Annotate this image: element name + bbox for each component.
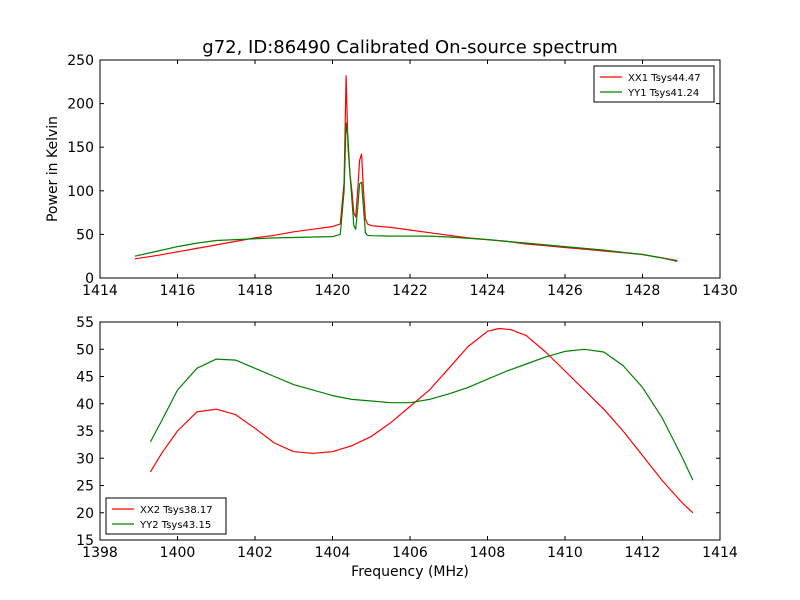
legend-label-0: XX2 Tsys38.17 — [140, 505, 213, 516]
bottom-spectrum-panel: 1398 1400 1402 1404 1406 1408 1410 1412 1414 15 20… — [76, 315, 738, 580]
series-line-0 — [149, 327, 694, 514]
legend: XX2 Tsys38.17 YY2 Tsys43.15 — [105, 497, 227, 535]
y-tick-label: 55 — [76, 315, 94, 331]
y-axis-label: Power in Kelvin — [45, 116, 61, 222]
y-tick-label: 0 — [85, 271, 94, 287]
top-spectrum-panel: 1414 1416 1418 1420 1422 1424 1426 1428 1430 0 50 1… — [45, 53, 738, 299]
x-tick-label: 1408 — [470, 545, 506, 561]
x-tick-label: 1430 — [702, 283, 738, 299]
legend-label-0: XX1 Tsys44.47 — [628, 73, 701, 84]
legend-label-1: YY2 Tsys43.15 — [139, 520, 211, 531]
series-lines — [149, 327, 694, 514]
figure-title: g72, ID:86490 Calibrated On-source spect… — [202, 37, 617, 58]
x-tick-label: 1420 — [315, 283, 351, 299]
legend-label-1: YY1 Tsys41.24 — [627, 88, 699, 99]
x-tick-label: 1414 — [82, 283, 118, 299]
x-tick-label: 1428 — [625, 283, 661, 299]
x-tick-label: 1402 — [237, 545, 273, 561]
y-tick-label: 40 — [76, 397, 94, 413]
series-line-1 — [149, 348, 694, 481]
x-tick-label: 1398 — [82, 545, 118, 561]
x-axis-label: Frequency (MHz) — [351, 564, 469, 580]
x-tick-label: 1404 — [315, 545, 351, 561]
y-tick-label: 15 — [76, 533, 94, 549]
x-tick-label: 1400 — [160, 545, 196, 561]
y-tick-label: 50 — [76, 342, 94, 358]
x-tick-label: 1416 — [160, 283, 196, 299]
x-tick-label: 1424 — [470, 283, 506, 299]
y-tick-label: 20 — [76, 506, 94, 522]
y-tick-label: 150 — [67, 140, 94, 156]
y-tick-label: 100 — [67, 184, 94, 200]
y-tick-label: 35 — [76, 424, 94, 440]
x-tick-label: 1412 — [625, 545, 661, 561]
y-tick-label: 50 — [76, 227, 94, 243]
series-lines — [134, 75, 678, 262]
x-tick-label: 1422 — [392, 283, 428, 299]
x-tick-label: 1414 — [702, 545, 738, 561]
legend-box — [105, 497, 227, 535]
x-tick-label: 1406 — [392, 545, 428, 561]
y-tick-label: 25 — [76, 479, 94, 495]
x-tick-label: 1426 — [547, 283, 583, 299]
x-tick-label: 1418 — [237, 283, 273, 299]
y-tick-label: 250 — [67, 53, 94, 69]
legend-box — [593, 65, 715, 103]
x-tick-label: 1410 — [547, 545, 583, 561]
y-tick-label: 30 — [76, 451, 94, 467]
series-line-0 — [134, 75, 678, 262]
y-tick-label: 200 — [67, 97, 94, 113]
legend: XX1 Tsys44.47 YY1 Tsys41.24 — [593, 65, 715, 103]
series-line-1 — [134, 122, 678, 262]
y-tick-label: 45 — [76, 370, 94, 386]
